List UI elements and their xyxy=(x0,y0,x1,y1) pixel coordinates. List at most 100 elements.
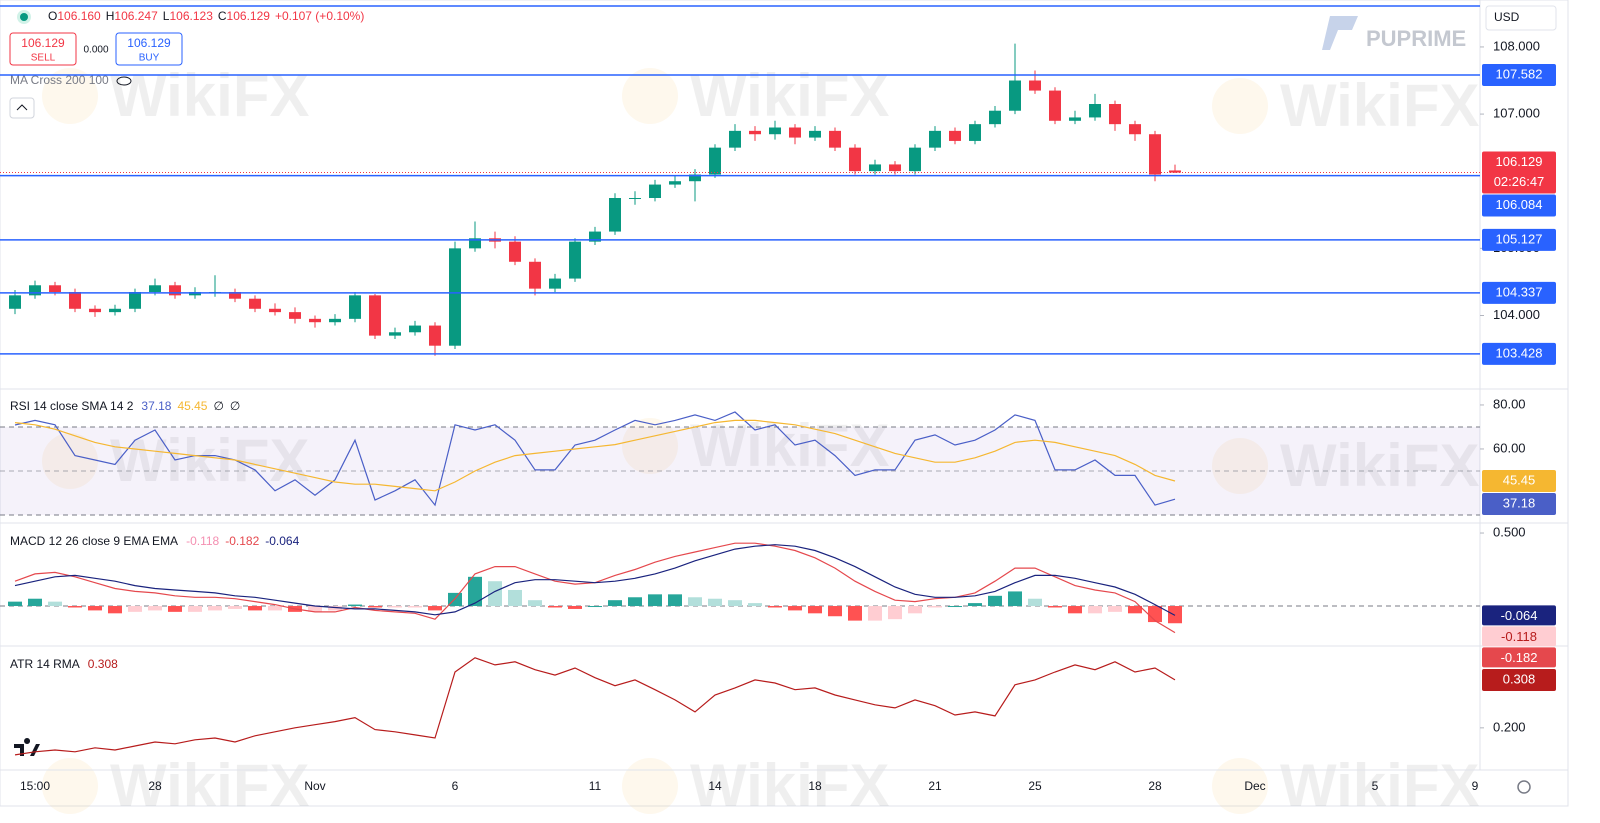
candle-body xyxy=(629,198,641,199)
candle-body xyxy=(1149,134,1161,175)
watermark-logo xyxy=(1212,438,1268,494)
histogram-bar xyxy=(748,603,762,607)
histogram-bar xyxy=(628,597,642,607)
x-tick-label: 6 xyxy=(452,779,459,793)
sell-label[interactable]: SELL xyxy=(31,53,56,64)
x-tick-label: Nov xyxy=(304,779,325,793)
histogram-bar xyxy=(588,606,602,608)
histogram-bar xyxy=(228,606,242,609)
buy-price[interactable]: 106.129 xyxy=(127,36,171,50)
ohlc-value: 106.129 xyxy=(227,9,271,23)
histogram-bar xyxy=(8,601,22,607)
buy-label[interactable]: BUY xyxy=(139,53,160,64)
series-value-label: 0.308 xyxy=(1503,671,1536,686)
candle-body xyxy=(569,241,581,279)
candle-body xyxy=(689,174,701,182)
settings-icon[interactable] xyxy=(1517,780,1531,794)
candle-body xyxy=(429,325,441,346)
y-tick-label: 104.000 xyxy=(1493,307,1540,322)
histogram-bar xyxy=(888,606,902,620)
x-tick-label: 5 xyxy=(1372,779,1379,793)
histogram-bar xyxy=(688,597,702,607)
candle-body xyxy=(709,147,721,175)
candle-body xyxy=(1009,80,1021,111)
candle-body xyxy=(149,285,161,292)
level-label-bg xyxy=(1482,64,1556,87)
level-label: 106.084 xyxy=(1496,197,1543,212)
candle-body xyxy=(1049,90,1061,121)
candle-body xyxy=(89,308,101,313)
brand-logo xyxy=(1322,16,1358,50)
histogram-bar xyxy=(1088,606,1102,614)
watermark: WikiFX xyxy=(1280,432,1479,499)
eye-icon[interactable] xyxy=(116,76,132,86)
histogram-bar xyxy=(1148,606,1162,623)
histogram-bar xyxy=(1048,606,1062,608)
watermark-logo xyxy=(42,433,98,489)
watermark-logo xyxy=(42,758,98,814)
candle-body xyxy=(109,308,121,313)
histogram-bar xyxy=(808,606,822,614)
status-dot xyxy=(20,13,28,21)
candle-body xyxy=(169,285,181,296)
level-label-bg xyxy=(1482,228,1556,251)
candle-body xyxy=(869,164,881,172)
y-tick-label: 108.000 xyxy=(1493,38,1540,53)
candle-body xyxy=(249,298,261,309)
histogram-bar xyxy=(668,594,682,607)
histogram-bar xyxy=(168,606,182,612)
watermark-logo xyxy=(622,418,678,474)
watermark: WikiFX xyxy=(1280,72,1479,139)
candle-body xyxy=(749,130,761,135)
indicator-label[interactable]: MA Cross 200 100 xyxy=(10,73,109,87)
frame xyxy=(0,0,1569,807)
candle-body xyxy=(769,127,781,135)
candle-body xyxy=(989,110,1001,125)
histogram-bar xyxy=(348,604,362,607)
y-tick-label: 107.000 xyxy=(1493,106,1540,121)
histogram-bar xyxy=(928,606,942,608)
candle-body xyxy=(1169,170,1181,173)
candle-body xyxy=(1109,104,1121,125)
histogram-bar xyxy=(728,600,742,607)
histogram-bar xyxy=(488,581,502,607)
candle-body xyxy=(649,184,661,198)
series-value-label-bg xyxy=(1482,492,1556,515)
histogram-bar xyxy=(208,606,222,611)
candle-body xyxy=(409,325,421,333)
histogram-bar xyxy=(768,606,782,608)
buy-button[interactable]: 106.129 BUY xyxy=(115,32,183,66)
currency-box[interactable] xyxy=(1485,5,1557,31)
candle-body xyxy=(1129,124,1141,135)
candle-body xyxy=(829,130,841,148)
x-tick-label: 21 xyxy=(928,779,942,793)
histogram-bar xyxy=(548,606,562,608)
series-value-label-bg xyxy=(1482,647,1556,668)
sell-button[interactable]: 106.129 SELL xyxy=(9,32,77,66)
y-tick-label: 80.00 xyxy=(1493,396,1526,411)
histogram-bar xyxy=(328,606,342,611)
watermark-logo xyxy=(1212,78,1268,134)
ohlc-key: O xyxy=(48,9,57,23)
buy-box[interactable] xyxy=(115,32,183,66)
histogram-bar xyxy=(408,606,422,608)
x-tick-label: 25 xyxy=(1028,779,1042,793)
candle-body xyxy=(609,198,621,232)
series-value-label-bg xyxy=(1482,469,1556,492)
candle-body xyxy=(469,238,481,249)
sell-box[interactable] xyxy=(9,32,77,66)
candle-body xyxy=(969,124,981,141)
level-label-bg xyxy=(1482,342,1556,365)
histogram-bar xyxy=(68,606,82,608)
watermark: WikiFX xyxy=(1280,752,1479,819)
sell-price[interactable]: 106.129 xyxy=(21,36,65,50)
level-label-bg xyxy=(1482,281,1556,304)
collapse-button[interactable] xyxy=(9,97,35,119)
series-value-label: -0.118 xyxy=(1501,629,1537,644)
histogram-bar xyxy=(508,589,522,607)
currency[interactable]: USD xyxy=(1494,10,1520,24)
candle-body xyxy=(949,130,961,141)
series-line xyxy=(14,544,1176,616)
series-value-label-bg xyxy=(1482,605,1556,626)
